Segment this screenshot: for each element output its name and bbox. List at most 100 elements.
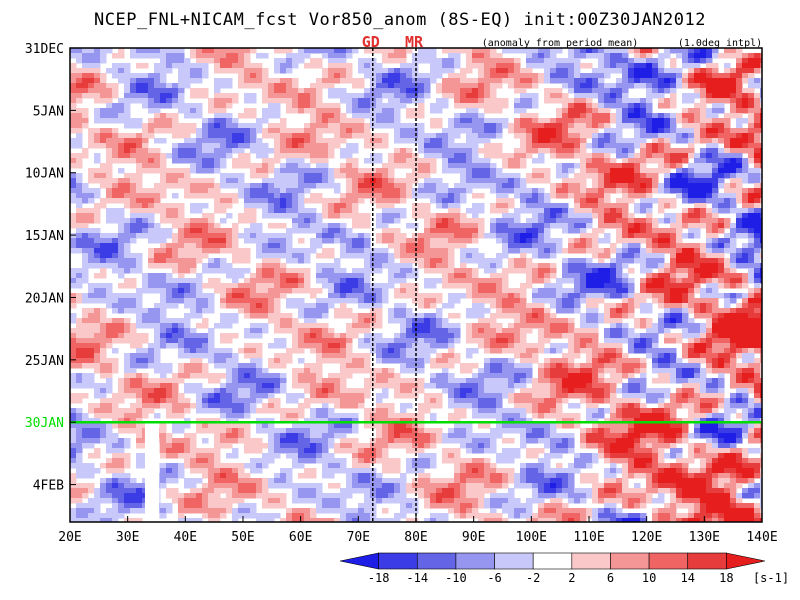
field-cell [454, 118, 461, 124]
field-cell [346, 128, 353, 134]
field-cell [172, 63, 179, 69]
field-cell [274, 143, 281, 149]
field-cell [484, 278, 491, 284]
field-cell [472, 143, 479, 149]
field-cell [736, 153, 743, 159]
field-cell [592, 278, 599, 284]
field-cell [496, 308, 503, 314]
field-cell [76, 228, 83, 234]
field-cell [544, 168, 551, 174]
field-cell [376, 263, 383, 269]
field-cell [406, 108, 413, 114]
field-cell [346, 78, 353, 84]
field-cell [616, 63, 623, 69]
field-cell [496, 188, 503, 194]
field-cell [694, 278, 701, 284]
field-cell [712, 158, 719, 164]
field-cell [202, 143, 209, 149]
field-cell [526, 273, 533, 279]
field-cell [304, 308, 311, 314]
field-cell [448, 193, 455, 199]
field-cell [634, 133, 641, 139]
field-cell [262, 83, 269, 89]
field-cell [664, 288, 671, 294]
field-cell [160, 233, 167, 239]
field-cell [88, 68, 95, 74]
field-cell [652, 233, 659, 239]
field-cell [178, 93, 185, 99]
field-cell [406, 88, 413, 94]
field-cell [478, 58, 485, 64]
field-cell [166, 48, 173, 54]
field-cell [304, 228, 311, 234]
field-cell [82, 123, 89, 129]
field-cell [622, 83, 629, 89]
field-cell [136, 138, 143, 144]
field-cell [358, 298, 365, 304]
field-cell [322, 228, 329, 234]
field-cell [142, 223, 149, 229]
field-cell [472, 218, 479, 224]
field-cell [448, 268, 455, 274]
field-cell [430, 188, 437, 194]
field-cell [448, 303, 455, 309]
field-cell [256, 228, 263, 234]
field-cell [214, 193, 221, 199]
field-cell [454, 63, 461, 69]
field-cell [730, 308, 737, 314]
field-cell [286, 138, 293, 144]
field-cell [346, 148, 353, 154]
field-cell [202, 48, 209, 54]
field-cell [106, 263, 113, 269]
field-cell [388, 118, 395, 124]
field-cell [556, 163, 563, 169]
field-cell [658, 138, 665, 144]
field-cell [550, 98, 557, 104]
field-cell [652, 148, 659, 154]
field-cell [364, 123, 371, 129]
field-cell [658, 293, 665, 299]
field-cell [466, 133, 473, 139]
field-cell [70, 73, 77, 79]
field-cell [532, 148, 539, 154]
field-cell [286, 53, 293, 59]
field-cell [646, 148, 653, 154]
field-cell [490, 303, 497, 309]
field-cell [574, 128, 581, 134]
field-cell [580, 223, 587, 229]
field-cell [310, 238, 317, 244]
field-cell [148, 93, 155, 99]
field-cell [436, 58, 443, 64]
field-cell [754, 253, 761, 259]
field-cell [568, 153, 575, 159]
field-cell [526, 198, 533, 204]
field-cell [424, 168, 431, 174]
field-cell [742, 98, 749, 104]
field-cell [154, 73, 161, 79]
field-cell [436, 138, 443, 144]
field-cell [454, 128, 461, 134]
field-cell [496, 198, 503, 204]
field-cell [394, 138, 401, 144]
field-cell [328, 118, 335, 124]
field-cell [304, 88, 311, 94]
field-cell [82, 118, 89, 124]
field-cell [664, 123, 671, 129]
field-cell [136, 173, 143, 179]
field-cell [538, 128, 545, 134]
field-cell [622, 313, 629, 319]
field-cell [310, 308, 317, 314]
field-cell [742, 248, 749, 254]
field-cell [70, 173, 77, 179]
field-cell [436, 88, 443, 94]
field-cell [724, 193, 731, 199]
field-cell [400, 148, 407, 154]
field-cell [148, 253, 155, 259]
field-cell [580, 198, 587, 204]
field-cell [514, 83, 521, 89]
field-cell [556, 118, 563, 124]
field-cell [286, 258, 293, 264]
field-cell [394, 243, 401, 249]
field-cell [502, 273, 509, 279]
field-cell [340, 288, 347, 294]
